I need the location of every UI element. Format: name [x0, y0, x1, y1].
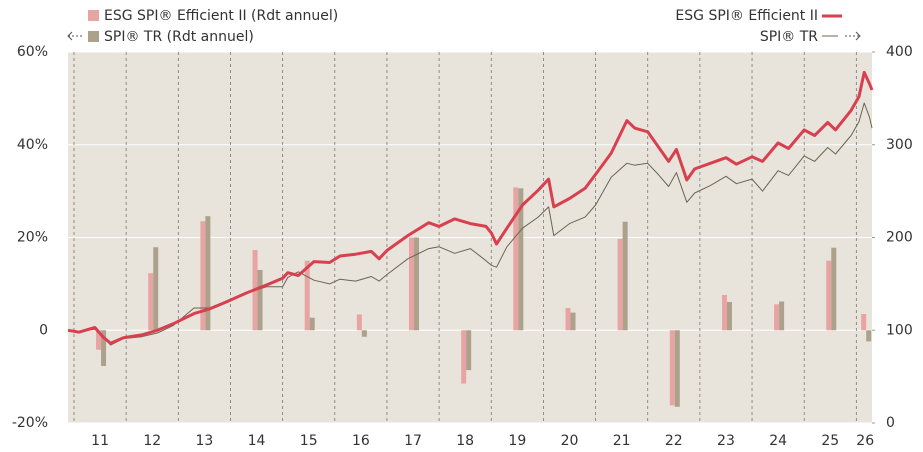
x-tick-label: 12 — [143, 433, 161, 449]
bar — [826, 260, 832, 331]
bar — [565, 307, 571, 331]
bar — [669, 330, 675, 406]
bar — [361, 330, 367, 337]
x-tick-label: 23 — [717, 433, 735, 449]
legend-axis-arrow — [67, 31, 73, 41]
bar — [518, 188, 524, 331]
bar — [461, 330, 467, 384]
y2-tick-label: 200 — [886, 230, 913, 246]
bar — [257, 269, 263, 331]
x-tick-label: 25 — [821, 433, 839, 449]
y2-tick-label: 0 — [886, 415, 895, 431]
bar — [674, 330, 680, 407]
x-tick-label: 20 — [561, 433, 579, 449]
bar — [304, 260, 310, 331]
legend-label: ESG SPI® Efficient II (Rdt annuel) — [104, 8, 338, 24]
x-tick-label: 13 — [195, 433, 213, 449]
x-tick-label: 15 — [300, 433, 318, 449]
x-tick-label: 18 — [456, 433, 474, 449]
legend-label: SPI® TR — [760, 29, 818, 45]
bar — [513, 187, 519, 331]
legend-swatch — [88, 31, 99, 42]
y2-tick-label: 300 — [886, 137, 913, 153]
bar — [414, 237, 420, 331]
y-tick-label: -20% — [12, 415, 48, 431]
x-tick-label: 21 — [613, 433, 631, 449]
bar — [148, 273, 154, 331]
y-tick-label: 40% — [17, 137, 48, 153]
y2-tick-label: 400 — [886, 44, 913, 60]
bar — [96, 330, 102, 350]
x-tick-label: 14 — [248, 433, 266, 449]
bar — [205, 216, 211, 331]
x-tick-label: 24 — [769, 433, 787, 449]
bar — [570, 312, 576, 331]
bar — [356, 314, 362, 331]
y-tick-label: 20% — [17, 230, 48, 246]
legend-label: ESG SPI® Efficient II — [675, 8, 818, 24]
legend-swatch — [88, 10, 99, 21]
bar — [153, 247, 159, 331]
bar — [721, 295, 727, 331]
y-tick-label: 60% — [17, 44, 48, 60]
bar — [779, 301, 785, 331]
bar — [861, 314, 867, 331]
bar — [726, 301, 732, 331]
bar — [831, 247, 837, 331]
x-tick-label: 17 — [404, 433, 422, 449]
bar — [409, 237, 415, 331]
bar — [774, 304, 780, 331]
y2-tick-label: 100 — [886, 322, 913, 338]
bar — [617, 238, 623, 331]
x-tick-label: 26 — [856, 433, 874, 449]
line — [67, 70, 874, 345]
legend-label: SPI® TR (Rdt annuel) — [104, 29, 254, 45]
x-tick-label: 19 — [508, 433, 526, 449]
y-tick-label: 0 — [39, 322, 48, 338]
legend-axis-arrow — [855, 31, 861, 41]
bar — [101, 330, 107, 366]
bar — [866, 330, 872, 342]
bar — [309, 317, 315, 331]
bar — [466, 330, 472, 371]
x-tick-label: 22 — [665, 433, 683, 449]
bar — [200, 221, 206, 331]
x-tick-label: 16 — [352, 433, 370, 449]
bar — [622, 221, 628, 331]
x-tick-label: 11 — [91, 433, 109, 449]
